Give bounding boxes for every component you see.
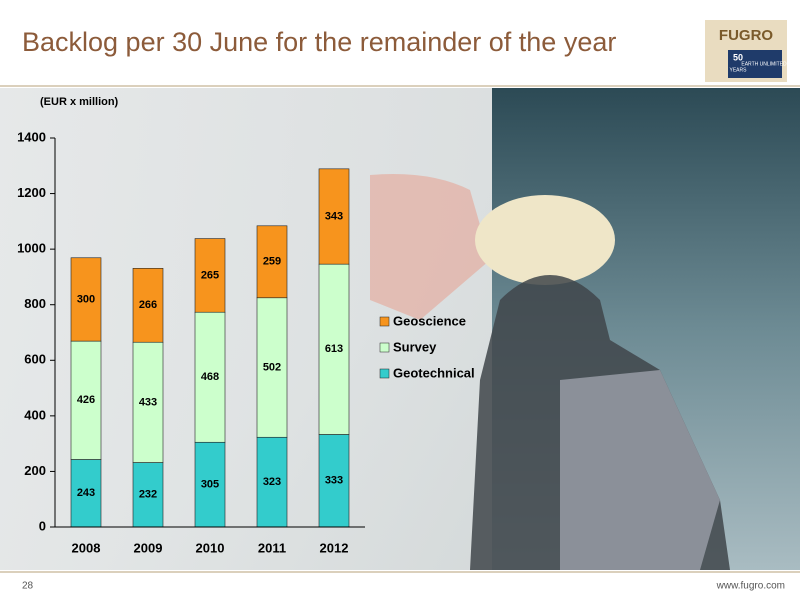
- legend-swatch: [379, 316, 390, 327]
- x-tick-label: 2010: [196, 540, 225, 555]
- logo-badge: 50: [733, 52, 743, 62]
- data-label: 232: [139, 489, 157, 501]
- logo-badge-note: YEARS: [730, 67, 748, 73]
- x-tick-label: 2012: [320, 540, 349, 555]
- data-label: 265: [201, 269, 219, 281]
- y-tick-label: 1000: [17, 241, 46, 256]
- y-tick-label: 800: [24, 296, 46, 311]
- x-tick-label: 2011: [258, 540, 286, 555]
- data-label: 468: [201, 371, 219, 383]
- plot: 0 200 400 600 800 1000 1200 1400 243 426 300 2008 23…: [17, 129, 475, 555]
- footer-url: www.fugro.com: [716, 581, 785, 592]
- bar-segment: [318, 168, 350, 265]
- page-number: 28: [22, 581, 34, 592]
- data-label: 502: [263, 361, 281, 373]
- bar-segment: [194, 441, 226, 528]
- logo-tagline: EARTH UNLIMITED: [741, 61, 787, 67]
- data-label: 300: [77, 293, 95, 305]
- data-label: 243: [77, 487, 95, 499]
- legend-label: Geotechnical: [393, 365, 475, 380]
- logo: FUGRO 50 YEARS EARTH UNLIMITED: [705, 20, 787, 82]
- legend-swatch: [379, 368, 390, 379]
- legend-swatch: [379, 342, 390, 353]
- data-label: 433: [139, 396, 157, 408]
- photo-shirt: [560, 370, 720, 570]
- y-axis-label: (EUR x million): [40, 96, 119, 108]
- y-tick-label: 1400: [17, 129, 46, 144]
- bar-segment: [318, 434, 350, 528]
- bar-segment: [194, 238, 226, 313]
- data-label: 343: [325, 210, 343, 222]
- y-tick-label: 0: [39, 518, 46, 533]
- legend-label: Geoscience: [393, 313, 466, 328]
- data-label: 613: [325, 343, 343, 355]
- slide-title: Backlog per 30 June for the remainder of…: [22, 27, 616, 57]
- photo-hardhat: [475, 195, 615, 285]
- bar-segment: [256, 297, 288, 438]
- bar-segment: [132, 341, 164, 463]
- bar-segment: [70, 257, 102, 342]
- bar-segment: [132, 268, 164, 343]
- bar-segment: [70, 340, 102, 460]
- data-label: 266: [139, 299, 157, 311]
- y-tick-label: 400: [24, 407, 46, 422]
- bar-segment: [256, 225, 288, 299]
- logo-badge-box: [728, 50, 782, 78]
- y-tick-label: 1200: [17, 185, 46, 200]
- bar-segment: [194, 311, 226, 443]
- bar-segment: [256, 436, 288, 528]
- data-label: 426: [77, 394, 95, 406]
- logo-name: FUGRO: [719, 27, 773, 44]
- photo-boat: [370, 174, 490, 320]
- bar-segment: [132, 462, 164, 528]
- y-tick-label: 600: [24, 352, 46, 367]
- x-tick-label: 2009: [134, 540, 163, 555]
- data-label: 323: [263, 476, 281, 488]
- y-tick-label: 200: [24, 463, 46, 478]
- x-tick-label: 2008: [72, 540, 101, 555]
- data-label: 305: [201, 479, 219, 491]
- data-label: 333: [325, 475, 343, 487]
- legend-label: Survey: [393, 339, 437, 354]
- data-label: 259: [263, 256, 281, 268]
- bar-segment: [318, 263, 350, 435]
